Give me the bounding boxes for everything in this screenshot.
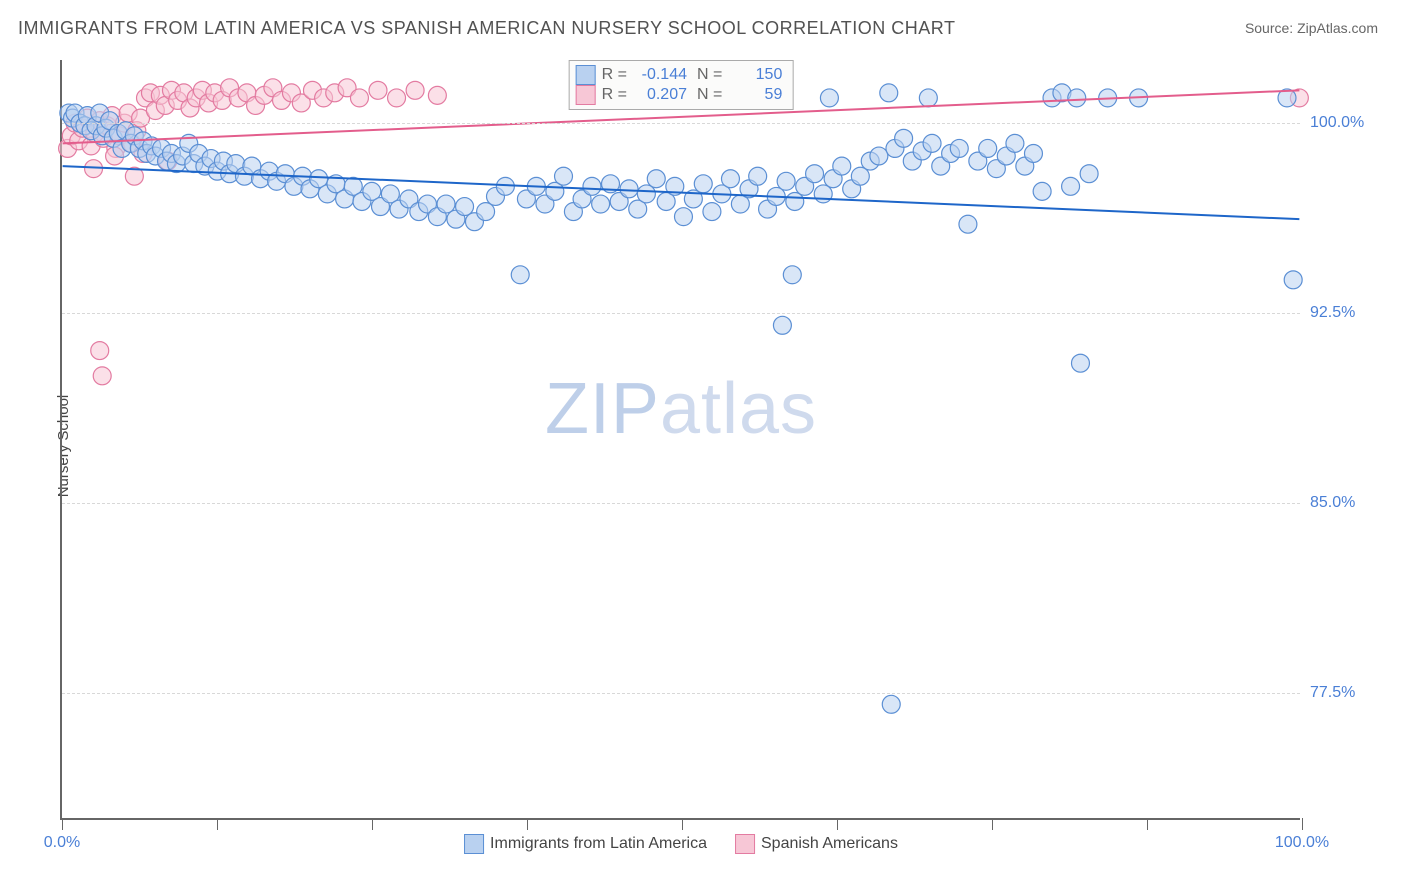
x-tick bbox=[837, 818, 838, 830]
data-point bbox=[783, 266, 801, 284]
data-point bbox=[880, 84, 898, 102]
data-point bbox=[721, 170, 739, 188]
n-label: N = bbox=[697, 66, 722, 84]
data-point bbox=[1080, 165, 1098, 183]
chart-title: IMMIGRANTS FROM LATIN AMERICA VS SPANISH… bbox=[18, 18, 955, 39]
data-point bbox=[1033, 182, 1051, 200]
legend-item-1: Immigrants from Latin America bbox=[464, 834, 707, 854]
legend-item-2: Spanish Americans bbox=[735, 834, 898, 854]
r-value-1: -0.144 bbox=[633, 66, 691, 84]
data-point bbox=[777, 172, 795, 190]
x-tick bbox=[527, 818, 528, 830]
data-point bbox=[477, 203, 495, 221]
source-attribution: Source: ZipAtlas.com bbox=[1245, 20, 1378, 36]
data-point bbox=[406, 81, 424, 99]
legend-item-label: Immigrants from Latin America bbox=[490, 835, 707, 853]
x-tick-label: 0.0% bbox=[44, 834, 80, 852]
data-point bbox=[1071, 354, 1089, 372]
data-point bbox=[583, 177, 601, 195]
data-point bbox=[950, 139, 968, 157]
series-legend: Immigrants from Latin America Spanish Am… bbox=[464, 834, 898, 854]
data-point bbox=[1062, 177, 1080, 195]
data-point bbox=[814, 185, 832, 203]
data-point bbox=[923, 134, 941, 152]
r-label: R = bbox=[602, 66, 627, 84]
data-point bbox=[1284, 271, 1302, 289]
data-point bbox=[703, 203, 721, 221]
data-point bbox=[833, 157, 851, 175]
data-point bbox=[428, 86, 446, 104]
x-tick-label: 100.0% bbox=[1275, 834, 1329, 852]
y-tick-label: 77.5% bbox=[1310, 684, 1380, 702]
x-tick bbox=[1302, 818, 1303, 830]
data-point bbox=[647, 170, 665, 188]
r-label: R = bbox=[602, 86, 627, 104]
chart-svg bbox=[62, 60, 1300, 818]
data-point bbox=[895, 129, 913, 147]
data-point bbox=[511, 266, 529, 284]
data-point bbox=[555, 167, 573, 185]
chart-plot-area: ZIPatlas R = -0.144 N = 150 R = 0.207 N … bbox=[60, 60, 1300, 820]
data-point bbox=[91, 342, 109, 360]
data-point bbox=[820, 89, 838, 107]
data-point bbox=[674, 208, 692, 226]
data-point bbox=[959, 215, 977, 233]
source-label: Source: bbox=[1245, 20, 1293, 36]
data-point bbox=[806, 165, 824, 183]
n-label: N = bbox=[697, 86, 722, 104]
x-tick bbox=[217, 818, 218, 830]
data-point bbox=[1068, 89, 1086, 107]
data-point bbox=[694, 175, 712, 193]
data-point bbox=[870, 147, 888, 165]
data-point bbox=[456, 198, 474, 216]
x-tick bbox=[992, 818, 993, 830]
legend-row-series-1: R = -0.144 N = 150 bbox=[576, 65, 787, 85]
data-point bbox=[388, 89, 406, 107]
data-point bbox=[851, 167, 869, 185]
data-point bbox=[882, 695, 900, 713]
data-point bbox=[350, 89, 368, 107]
x-tick bbox=[682, 818, 683, 830]
legend-swatch-icon bbox=[464, 834, 484, 854]
data-point bbox=[979, 139, 997, 157]
legend-swatch-icon bbox=[735, 834, 755, 854]
x-tick bbox=[1147, 818, 1148, 830]
legend-swatch-2 bbox=[576, 85, 596, 105]
data-point bbox=[93, 367, 111, 385]
r-value-2: 0.207 bbox=[633, 86, 691, 104]
n-value-2: 59 bbox=[728, 86, 786, 104]
data-point bbox=[786, 193, 804, 211]
data-point bbox=[773, 316, 791, 334]
data-point bbox=[369, 81, 387, 99]
gridline bbox=[62, 503, 1300, 504]
data-point bbox=[1006, 134, 1024, 152]
data-point bbox=[1024, 145, 1042, 163]
y-tick-label: 92.5% bbox=[1310, 304, 1380, 322]
x-tick bbox=[372, 818, 373, 830]
y-tick-label: 100.0% bbox=[1310, 114, 1380, 132]
data-point bbox=[592, 195, 610, 213]
legend-row-series-2: R = 0.207 N = 59 bbox=[576, 85, 787, 105]
x-tick bbox=[62, 818, 63, 830]
gridline bbox=[62, 693, 1300, 694]
data-point bbox=[749, 167, 767, 185]
legend-swatch-1 bbox=[576, 65, 596, 85]
data-point bbox=[620, 180, 638, 198]
source-link[interactable]: ZipAtlas.com bbox=[1297, 20, 1378, 36]
data-point bbox=[437, 195, 455, 213]
data-point bbox=[919, 89, 937, 107]
data-point bbox=[637, 185, 655, 203]
gridline bbox=[62, 313, 1300, 314]
y-tick-label: 85.0% bbox=[1310, 494, 1380, 512]
n-value-1: 150 bbox=[728, 66, 786, 84]
correlation-legend-box: R = -0.144 N = 150 R = 0.207 N = 59 bbox=[569, 60, 794, 110]
gridline bbox=[62, 123, 1300, 124]
legend-item-label: Spanish Americans bbox=[761, 835, 898, 853]
